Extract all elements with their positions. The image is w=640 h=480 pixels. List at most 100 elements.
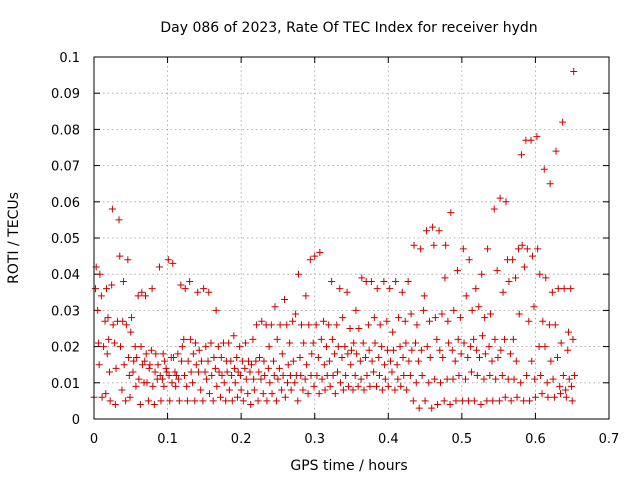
data-point — [142, 292, 149, 300]
data-point — [151, 368, 159, 376]
data-point — [250, 375, 258, 383]
data-point — [351, 372, 359, 380]
data-point — [181, 285, 189, 293]
data-point — [281, 393, 289, 401]
data-point — [539, 317, 547, 325]
data-point — [189, 350, 197, 358]
data-point — [562, 393, 570, 401]
data-point — [108, 281, 116, 289]
data-point — [399, 353, 407, 361]
data-point — [297, 321, 305, 329]
data-point — [116, 343, 124, 351]
data-point — [483, 397, 491, 405]
data-points — [90, 67, 578, 412]
data-point — [138, 288, 146, 296]
data-point — [412, 339, 420, 347]
data-point — [156, 372, 164, 380]
data-point — [492, 375, 500, 383]
data-point — [380, 277, 388, 285]
data-point — [275, 364, 283, 372]
data-point — [478, 270, 486, 278]
data-point — [405, 357, 413, 365]
data-point — [284, 361, 292, 369]
data-point — [150, 401, 158, 409]
data-point — [523, 245, 531, 253]
data-point — [245, 357, 252, 365]
data-point — [143, 379, 151, 387]
data-point — [239, 397, 247, 405]
data-point — [404, 277, 412, 285]
data-point — [329, 372, 337, 380]
data-point — [489, 397, 497, 405]
data-point — [270, 372, 278, 380]
data-point — [247, 401, 255, 409]
data-point — [441, 274, 449, 282]
data-point — [317, 335, 325, 343]
data-point — [236, 343, 244, 351]
data-point — [139, 361, 147, 369]
data-point — [383, 317, 391, 325]
data-point — [207, 339, 215, 347]
data-point — [270, 357, 278, 365]
data-point — [417, 245, 425, 253]
data-point — [222, 397, 230, 405]
data-point — [436, 346, 444, 354]
data-point — [420, 292, 428, 300]
data-point — [144, 397, 152, 405]
data-point — [146, 361, 154, 369]
data-point — [202, 343, 210, 351]
data-point — [460, 339, 468, 347]
data-point — [402, 339, 410, 347]
data-point — [512, 357, 520, 365]
data-point — [366, 382, 374, 390]
data-point — [212, 306, 220, 314]
data-point — [303, 361, 311, 369]
data-point — [453, 267, 461, 275]
data-point — [391, 386, 399, 394]
data-point — [236, 372, 244, 380]
data-point — [540, 165, 548, 173]
data-point — [250, 386, 258, 394]
data-point — [333, 321, 341, 329]
data-point — [378, 343, 386, 351]
data-point — [472, 285, 480, 293]
data-point — [209, 397, 217, 405]
data-point — [510, 375, 518, 383]
data-point — [218, 372, 226, 380]
data-point — [265, 343, 273, 351]
data-point — [559, 118, 567, 126]
data-point — [556, 390, 564, 398]
data-point — [418, 372, 426, 380]
data-point — [348, 346, 355, 354]
data-point — [161, 357, 169, 365]
data-point — [530, 303, 538, 311]
data-point — [420, 306, 428, 314]
data-point — [425, 379, 433, 387]
data-point — [570, 67, 578, 75]
data-point — [363, 372, 371, 380]
data-point — [364, 321, 372, 329]
data-point — [206, 390, 214, 398]
data-point — [504, 375, 512, 383]
data-point — [220, 379, 228, 387]
data-point — [415, 404, 423, 412]
data-point — [325, 321, 333, 329]
data-point — [214, 343, 222, 351]
data-point — [565, 328, 573, 336]
data-point — [119, 317, 127, 325]
data-point — [568, 397, 576, 405]
data-point — [194, 288, 202, 296]
data-point — [154, 361, 162, 369]
data-point — [475, 303, 483, 311]
data-point — [509, 256, 517, 264]
data-point — [354, 382, 362, 390]
data-point — [450, 306, 458, 314]
data-point — [339, 386, 347, 394]
data-point — [307, 372, 315, 380]
data-point — [520, 397, 528, 405]
data-point — [490, 205, 498, 213]
data-point — [384, 382, 392, 390]
data-point — [512, 274, 520, 282]
data-point — [501, 335, 509, 343]
y-tick-label: 0.02 — [51, 341, 80, 356]
